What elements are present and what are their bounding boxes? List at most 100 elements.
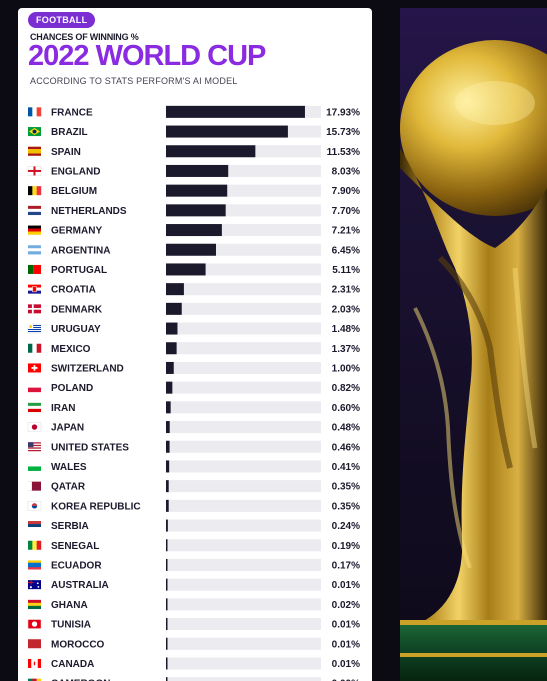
bar[interactable]: [166, 519, 168, 532]
data-label: 5.11%: [332, 265, 360, 276]
data-label: 8.03%: [332, 166, 360, 177]
bar-track: [166, 381, 321, 394]
data-label: 0.00%: [332, 679, 360, 681]
bar-track: [166, 322, 321, 335]
data-label: 7.90%: [332, 186, 360, 197]
bar-row: URUGUAY 1.48%: [27, 322, 360, 335]
data-label: 0.35%: [332, 482, 360, 493]
bar-row: SPAIN 11.53%: [28, 145, 360, 158]
bar-row: ECUADOR 0.17%: [28, 558, 360, 571]
category-label: ARGENTINA: [51, 245, 110, 256]
data-label: 0.17%: [332, 560, 360, 571]
bar[interactable]: [166, 637, 168, 650]
data-label: 0.48%: [332, 423, 360, 434]
flag-icon: [28, 304, 41, 314]
data-label: 0.82%: [332, 383, 360, 394]
bar-track: [166, 637, 321, 650]
data-label: 0.46%: [332, 442, 360, 453]
category-label: TUNISIA: [51, 620, 91, 631]
bar-row: KOREA REPUBLIC 0.35%: [27, 499, 360, 512]
chart-card: FOOTBALL CHANCES OF WINNING % 2022 WORLD…: [18, 8, 372, 681]
data-label: 0.02%: [332, 600, 360, 611]
flag-icon: [27, 619, 42, 629]
bar[interactable]: [166, 401, 171, 414]
flag-icon: [28, 580, 41, 590]
bar-track: [166, 342, 321, 355]
bar[interactable]: [166, 460, 170, 473]
bar-track: [166, 519, 321, 532]
flag-icon: [28, 402, 41, 413]
bar[interactable]: [166, 440, 170, 453]
bar[interactable]: [166, 421, 170, 434]
bar[interactable]: [166, 322, 178, 335]
bar-row: SENEGAL 0.19%: [28, 539, 360, 552]
bar[interactable]: [166, 657, 168, 670]
category-badge[interactable]: FOOTBALL: [28, 12, 96, 28]
bar-row: SWITZERLAND 1.00%: [28, 361, 360, 374]
category-label: CROATIA: [51, 285, 96, 296]
category-label: ECUADOR: [51, 560, 102, 571]
bar-row: GERMANY 7.21%: [28, 224, 360, 237]
data-label: 1.00%: [332, 363, 360, 374]
bar-row: IRAN 0.60%: [28, 401, 360, 414]
bar[interactable]: [166, 184, 228, 197]
bar-track: [166, 657, 321, 670]
category-label: QATAR: [51, 482, 86, 493]
data-label: 1.48%: [332, 324, 360, 335]
bar[interactable]: [166, 578, 168, 591]
category-label: GHANA: [51, 600, 88, 611]
bar-row: CROATIA 2.31%: [28, 283, 360, 296]
flag-icon: [28, 343, 42, 353]
bar[interactable]: [166, 499, 169, 512]
flag-icon: [28, 639, 41, 649]
bar[interactable]: [166, 204, 226, 217]
bar[interactable]: [166, 145, 256, 158]
category-label: KOREA REPUBLIC: [51, 501, 141, 512]
bar[interactable]: [166, 677, 168, 681]
data-label: 11.53%: [327, 147, 360, 158]
bar-track: [166, 460, 321, 473]
bar-row: BELGIUM 7.90%: [28, 184, 360, 197]
bar[interactable]: [166, 558, 168, 571]
bar[interactable]: [166, 618, 168, 631]
bar-track: [166, 499, 321, 512]
bar-track: [166, 539, 321, 552]
bar[interactable]: [166, 342, 177, 355]
bar-row: TUNISIA 0.01%: [27, 618, 360, 631]
flag-icon: [28, 284, 41, 294]
bar[interactable]: [166, 480, 169, 493]
data-label: 0.60%: [332, 403, 360, 414]
category-label: SENEGAL: [51, 541, 99, 552]
data-label: 7.70%: [332, 206, 360, 217]
bar[interactable]: [166, 263, 206, 276]
category-label: BELGIUM: [51, 186, 97, 197]
bar-track: [166, 677, 321, 681]
bar[interactable]: [166, 361, 174, 374]
flag-icon: [28, 461, 41, 471]
bar[interactable]: [166, 302, 182, 315]
bar[interactable]: [166, 283, 184, 296]
bar[interactable]: [166, 539, 168, 552]
bar[interactable]: [166, 125, 288, 138]
flag-icon: [28, 107, 42, 117]
bar[interactable]: [166, 598, 168, 611]
category-label: JAPAN: [51, 423, 84, 434]
data-label: 0.35%: [332, 501, 360, 512]
bar[interactable]: [166, 105, 305, 118]
flag-icon: [28, 363, 41, 373]
bar-row: AUSTRALIA 0.01%: [28, 578, 360, 591]
bar-track: [166, 283, 321, 296]
bar[interactable]: [166, 243, 216, 256]
bar[interactable]: [166, 224, 222, 237]
flag-icon: [28, 383, 41, 393]
data-label: 2.31%: [332, 285, 360, 296]
bar-row: CANADA 0.01%: [28, 657, 360, 670]
category-label: CANADA: [51, 659, 94, 670]
bar[interactable]: [166, 381, 173, 394]
flag-icon: [28, 560, 41, 570]
bar-row: FRANCE 17.93%: [28, 105, 360, 118]
flag-icon: [28, 658, 41, 668]
category-label: CAMEROON: [51, 679, 110, 681]
bar[interactable]: [166, 164, 229, 177]
